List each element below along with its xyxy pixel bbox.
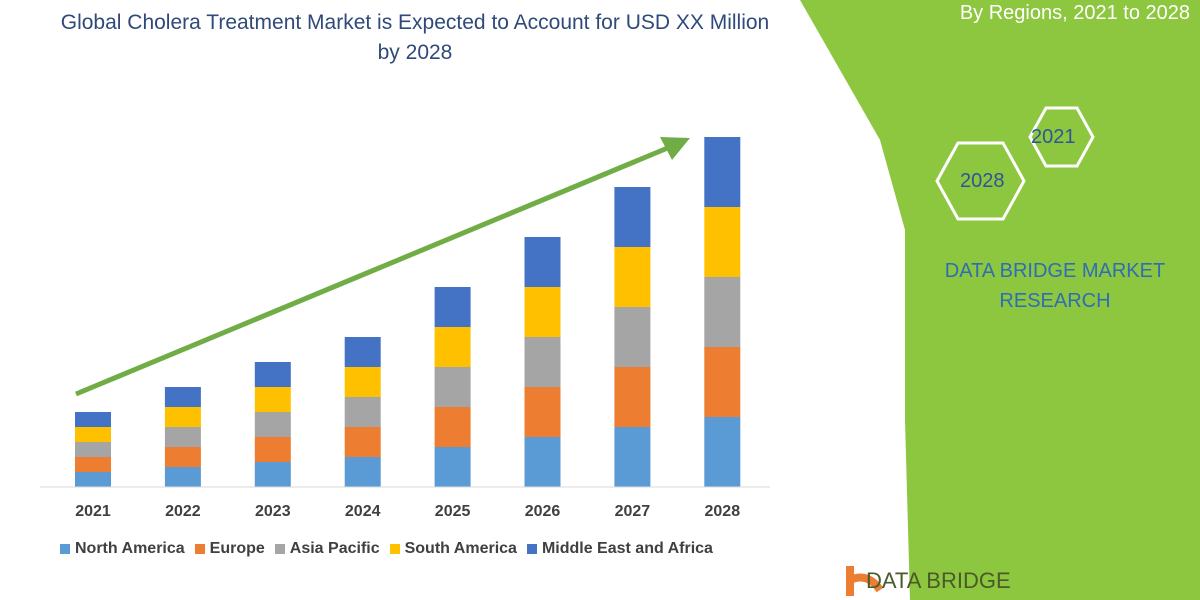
bar-segment-2024-2	[344, 397, 381, 427]
bar-segment-2025-1	[434, 407, 471, 447]
bar-segment-2023-4	[254, 362, 291, 387]
legend-label: South America	[404, 540, 517, 557]
legend-item: Asia Pacific	[274, 540, 380, 558]
hexagon-2028-icon	[935, 141, 1026, 221]
bar-segment-2024-3	[344, 367, 381, 397]
trend-arrow	[75, 137, 690, 397]
bar-segment-2026-3	[524, 287, 561, 337]
bar-segment-2026-4	[524, 237, 561, 287]
legend: North America Europe Asia Pacific South …	[60, 540, 713, 558]
bar-segment-2024-1	[344, 427, 381, 457]
hex-label-2028: 2028	[960, 170, 1005, 192]
bars	[75, 137, 741, 487]
bar-segment-2023-2	[254, 412, 291, 437]
bar-segment-2021-4	[75, 412, 111, 427]
bar-segment-2025-4	[434, 287, 471, 327]
x-tick-label: 2026	[524, 503, 561, 520]
chart-title: Global Cholera Treatment Market is Expec…	[60, 11, 770, 64]
x-tick-label: 2024	[344, 503, 381, 520]
bar-segment-2028-1	[704, 347, 741, 417]
legend-swatch	[526, 544, 537, 554]
legend-item: South America	[389, 540, 517, 558]
bar-segment-2022-0	[164, 467, 201, 487]
bar-segment-2022-1	[164, 447, 201, 467]
bar-segment-2024-4	[344, 337, 381, 367]
bar-segment-2024-0	[344, 457, 381, 487]
bar-segment-2028-4	[704, 137, 741, 207]
legend-label: Middle East and Africa	[541, 540, 713, 557]
bar-segment-2026-2	[524, 337, 561, 387]
hex-label-2021: 2021	[1031, 126, 1076, 148]
x-tick-label: 2028	[704, 503, 741, 520]
legend-item: North America	[60, 540, 185, 558]
legend-item: Europe	[194, 540, 265, 558]
brand-name: DATA BRIDGE MARKET RESEARCH	[944, 260, 1166, 312]
x-tick-label: 2021	[75, 503, 111, 520]
x-tick-label: 2025	[434, 503, 471, 520]
bar-segment-2028-3	[704, 207, 741, 277]
bar-segment-2027-3	[614, 247, 651, 307]
bar-segment-2022-4	[164, 387, 201, 407]
legend-swatch	[60, 544, 70, 554]
x-tick-label: 2023	[255, 503, 291, 520]
bar-segment-2027-2	[614, 307, 651, 367]
legend-swatch	[274, 544, 285, 554]
bar-segment-2028-0	[704, 417, 741, 487]
hexagon-icons	[935, 106, 1095, 221]
bar-segment-2028-2	[704, 277, 741, 347]
x-tick-label: 2022	[165, 503, 201, 520]
bar-segment-2027-4	[614, 187, 651, 247]
bar-segment-2021-2	[75, 442, 111, 457]
bar-segment-2027-1	[614, 367, 651, 427]
side-subtitle: By Regions, 2021 to 2028	[959, 2, 1190, 24]
bar-segment-2022-2	[164, 427, 201, 447]
bar-segment-2022-3	[164, 407, 201, 427]
bar-segment-2023-0	[254, 462, 291, 487]
legend-label: Europe	[209, 540, 265, 557]
legend-item: Middle East and Africa	[526, 540, 713, 558]
bar-segment-2021-1	[75, 457, 111, 472]
bar-segment-2023-3	[254, 387, 291, 412]
hexagon-2021-icon	[1028, 106, 1095, 168]
bar-segment-2021-0	[75, 472, 111, 487]
bar-segment-2027-0	[614, 427, 651, 487]
bar-segment-2023-1	[254, 437, 291, 462]
footer-logo-icon	[846, 566, 884, 596]
bar-segment-2021-3	[75, 427, 111, 442]
bar-segment-2026-0	[524, 437, 561, 487]
legend-label: North America	[75, 540, 185, 557]
legend-swatch	[194, 544, 205, 554]
bar-segment-2026-1	[524, 387, 561, 437]
bar-segment-2025-3	[434, 327, 471, 367]
legend-label: Asia Pacific	[289, 540, 380, 557]
footer-logo-text: DATA BRIDGE	[866, 568, 1011, 593]
legend-swatch	[389, 544, 400, 554]
green-side-panel	[800, 0, 1200, 600]
x-tick-label: 2027	[614, 503, 651, 520]
bar-segment-2025-2	[434, 367, 471, 407]
bar-segment-2025-0	[434, 447, 471, 487]
